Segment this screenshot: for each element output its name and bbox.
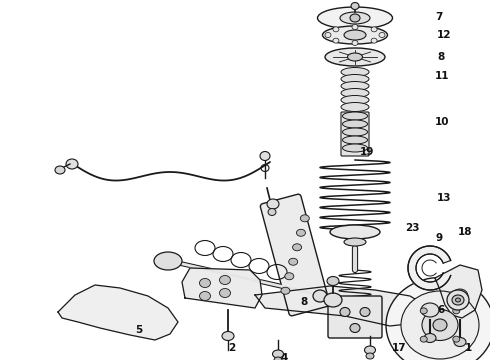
Ellipse shape <box>452 295 464 305</box>
Ellipse shape <box>379 32 385 37</box>
Polygon shape <box>435 265 482 318</box>
Ellipse shape <box>344 30 366 40</box>
Ellipse shape <box>281 287 290 294</box>
Ellipse shape <box>324 293 342 307</box>
Text: 12: 12 <box>437 30 451 40</box>
Text: 7: 7 <box>435 12 442 22</box>
Ellipse shape <box>350 14 360 22</box>
Ellipse shape <box>300 215 309 222</box>
Ellipse shape <box>327 276 339 285</box>
Ellipse shape <box>424 333 436 342</box>
Ellipse shape <box>351 3 359 9</box>
Ellipse shape <box>421 303 439 317</box>
Polygon shape <box>182 268 262 308</box>
Ellipse shape <box>341 81 369 90</box>
Ellipse shape <box>154 252 182 270</box>
Ellipse shape <box>371 27 377 32</box>
Ellipse shape <box>330 225 380 239</box>
Ellipse shape <box>365 346 375 354</box>
Ellipse shape <box>343 112 368 120</box>
Ellipse shape <box>343 128 368 136</box>
Ellipse shape <box>341 89 369 98</box>
Ellipse shape <box>401 291 479 359</box>
Polygon shape <box>58 285 178 340</box>
Ellipse shape <box>341 103 369 112</box>
Ellipse shape <box>260 152 270 161</box>
Ellipse shape <box>371 38 377 43</box>
Ellipse shape <box>386 278 490 360</box>
Ellipse shape <box>293 244 301 251</box>
Text: 17: 17 <box>392 343 407 353</box>
Ellipse shape <box>333 38 339 43</box>
Ellipse shape <box>220 275 230 284</box>
Ellipse shape <box>347 53 363 61</box>
Text: 5: 5 <box>135 325 142 335</box>
Text: 9: 9 <box>435 233 442 243</box>
Ellipse shape <box>272 350 284 358</box>
Ellipse shape <box>322 26 388 44</box>
Ellipse shape <box>420 336 427 342</box>
Ellipse shape <box>220 288 230 297</box>
Ellipse shape <box>318 7 392 29</box>
Ellipse shape <box>313 290 327 302</box>
Ellipse shape <box>341 95 369 104</box>
Ellipse shape <box>341 75 369 84</box>
Ellipse shape <box>267 199 279 209</box>
Ellipse shape <box>452 289 468 303</box>
Ellipse shape <box>222 332 234 341</box>
Ellipse shape <box>343 136 368 144</box>
Ellipse shape <box>66 159 78 169</box>
Text: 10: 10 <box>435 117 449 127</box>
Ellipse shape <box>453 308 460 314</box>
Ellipse shape <box>285 273 294 280</box>
Text: 1: 1 <box>465 343 472 353</box>
Ellipse shape <box>453 336 460 342</box>
Ellipse shape <box>343 144 368 152</box>
Ellipse shape <box>454 338 466 346</box>
Text: 2: 2 <box>228 343 235 353</box>
Text: 8: 8 <box>437 52 444 62</box>
Ellipse shape <box>325 48 385 66</box>
Polygon shape <box>255 286 430 326</box>
Ellipse shape <box>289 258 298 265</box>
Ellipse shape <box>344 238 366 246</box>
Ellipse shape <box>341 68 369 77</box>
Text: 23: 23 <box>405 223 419 233</box>
Ellipse shape <box>360 307 370 316</box>
Text: 11: 11 <box>435 71 449 81</box>
Text: 13: 13 <box>437 193 451 203</box>
Ellipse shape <box>422 310 458 341</box>
Ellipse shape <box>352 24 358 30</box>
Ellipse shape <box>296 229 305 236</box>
Text: 18: 18 <box>458 227 472 237</box>
Ellipse shape <box>268 208 276 216</box>
Ellipse shape <box>352 40 358 45</box>
FancyBboxPatch shape <box>328 296 382 338</box>
Ellipse shape <box>350 324 360 333</box>
Polygon shape <box>408 246 451 290</box>
Ellipse shape <box>199 279 211 288</box>
Text: 4: 4 <box>280 353 287 360</box>
Ellipse shape <box>333 27 339 32</box>
Ellipse shape <box>433 319 447 331</box>
Ellipse shape <box>274 357 282 360</box>
Ellipse shape <box>420 308 427 314</box>
Ellipse shape <box>343 120 368 128</box>
Ellipse shape <box>325 32 331 37</box>
Ellipse shape <box>340 307 350 316</box>
Ellipse shape <box>447 290 469 310</box>
FancyBboxPatch shape <box>341 112 369 156</box>
Ellipse shape <box>456 298 461 302</box>
Text: 19: 19 <box>360 147 374 157</box>
Ellipse shape <box>366 353 374 359</box>
Ellipse shape <box>340 12 370 24</box>
FancyBboxPatch shape <box>260 194 330 316</box>
Ellipse shape <box>199 292 211 301</box>
Text: 6: 6 <box>437 305 444 315</box>
Ellipse shape <box>55 166 65 174</box>
Text: 8: 8 <box>300 297 307 307</box>
